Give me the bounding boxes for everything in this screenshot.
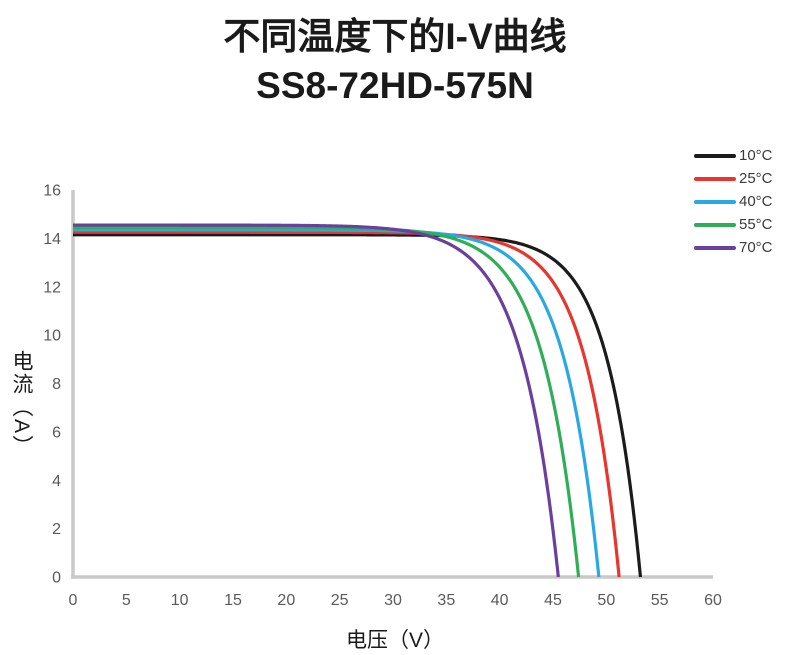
chart-header: 不同温度下的I-V曲线 SS8-72HD-575N: [0, 12, 790, 110]
x-tick-label-25: 25: [331, 592, 349, 609]
curve-55c: [73, 225, 581, 578]
legend-line-swatch: [694, 176, 736, 181]
x-tick-label-60: 60: [704, 592, 722, 609]
y-tick-label-8: 8: [52, 376, 61, 393]
legend-label: 25°C: [739, 170, 773, 187]
y-tick-label-4: 4: [52, 473, 61, 490]
chart-title: 不同温度下的I-V曲线: [223, 16, 567, 57]
chart-legend: 10°C 25°C 40°C 55°C 70°C: [694, 144, 790, 259]
curve-40c: [73, 228, 601, 578]
legend-label: 70°C: [739, 239, 773, 256]
legend-item-10c: 10°C: [694, 144, 790, 167]
legend-line-swatch: [694, 199, 736, 204]
x-axis-title: 电压（V）: [345, 629, 444, 652]
x-tick-label-20: 20: [277, 592, 295, 609]
legend-label: 40°C: [739, 193, 773, 210]
legend-line-swatch: [694, 222, 736, 227]
legend-label: 55°C: [739, 216, 773, 233]
y-tick-label-14: 14: [43, 231, 61, 248]
legend-line-swatch: [694, 153, 736, 158]
chart-subtitle: SS8-72HD-575N: [256, 65, 534, 106]
legend-item-70c: 70°C: [694, 236, 790, 259]
curve-10c: [73, 233, 643, 578]
x-tick-label-5: 5: [122, 592, 131, 609]
curve-25c: [73, 230, 621, 578]
y-tick-label-16: 16: [43, 183, 61, 200]
x-tick-label-15: 15: [224, 592, 242, 609]
x-tick-label-35: 35: [437, 592, 455, 609]
x-tick-label-50: 50: [597, 592, 615, 609]
legend-item-40c: 40°C: [694, 190, 790, 213]
legend-item-25c: 25°C: [694, 167, 790, 190]
y-tick-label-2: 2: [52, 521, 61, 538]
legend-item-55c: 55°C: [694, 213, 790, 236]
legend-line-swatch: [694, 245, 736, 250]
curve-70c: [73, 223, 560, 578]
y-tick-label-10: 10: [43, 328, 61, 345]
x-tick-label-40: 40: [491, 592, 509, 609]
y-tick-label-12: 12: [43, 279, 61, 296]
x-tick-label-0: 0: [69, 592, 78, 609]
x-tick-label-10: 10: [171, 592, 189, 609]
legend-label: 10°C: [739, 147, 773, 164]
y-tick-label-0: 0: [52, 570, 61, 587]
y-tick-label-6: 6: [52, 424, 61, 441]
x-tick-label-45: 45: [544, 592, 562, 609]
y-axis-title: 电流（A）: [10, 350, 33, 459]
x-tick-label-55: 55: [651, 592, 669, 609]
x-tick-label-30: 30: [384, 592, 402, 609]
